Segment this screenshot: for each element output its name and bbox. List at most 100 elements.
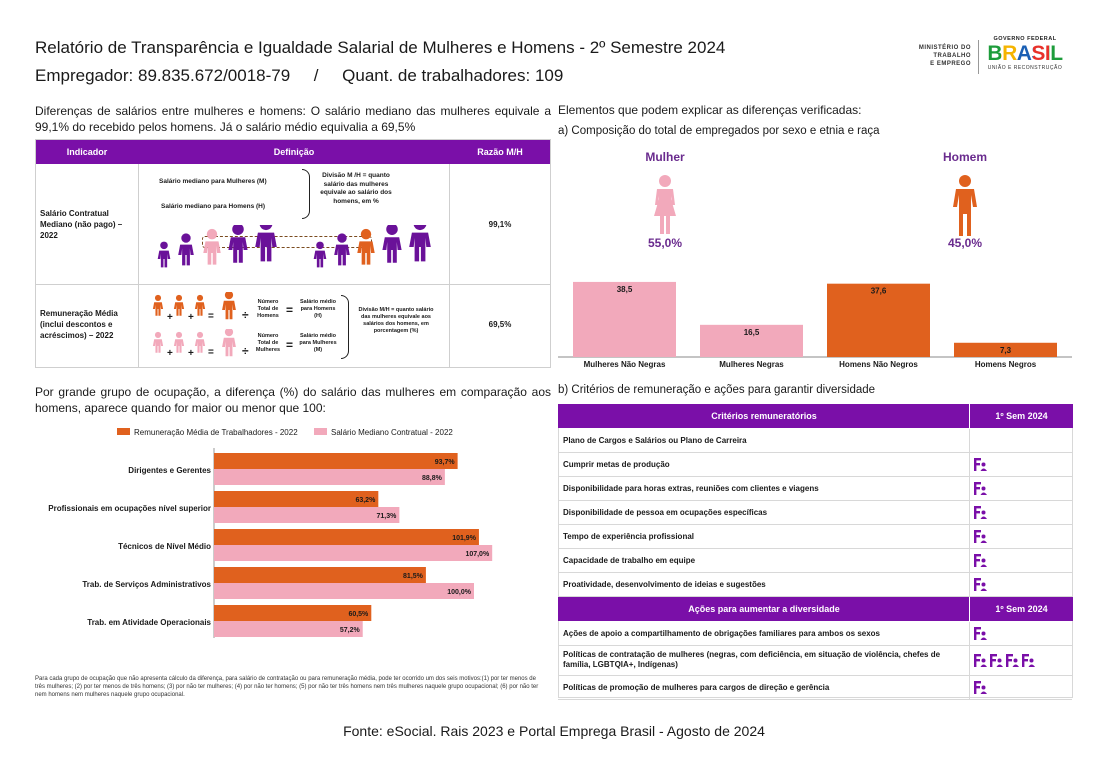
person-check-icon: [990, 654, 1003, 667]
occupation-category-tecnicos-de-nivel-medio: Técnicos de Nível Médio: [118, 542, 211, 551]
gov-logo-label: GOVERNO FEDERAL: [993, 36, 1057, 42]
woman-label: Mulher: [645, 150, 685, 164]
occupation-bar-profissionais-em-ocupacoes-nivel-superior-remuneracao: [214, 491, 379, 507]
occupation-category-trab-de-servicos-administrativos: Trab. de Serviços Administrativos: [82, 580, 211, 589]
criteria-icons: [974, 530, 988, 543]
gov-logo: GOVERNO FEDERAL BRASIL UNIÃO E RECONSTRU…: [985, 36, 1065, 71]
occupation-bar-dirigentes-e-gerentes-remuneracao: [214, 453, 458, 469]
header-indicator: Indicador: [66, 147, 108, 157]
occupation-bar-tecnicos-de-nivel-medio-salario: [214, 545, 493, 561]
indicator-table: Indicador Definição Razão M/H Salário Co…: [35, 139, 551, 368]
criteria-label: Proatividade, desenvolvimento de ideias …: [563, 580, 766, 589]
actions-header-label: Ações para aumentar a diversidade: [688, 604, 840, 614]
man-icon: [953, 175, 977, 236]
criteria-cell-divider: [969, 453, 970, 477]
composition-category-homens-negros: Homens Negros: [975, 360, 1037, 369]
composition-value-mulheres-negras: 16,5: [744, 328, 760, 337]
row2-indicator: Remuneração Média (inclui descontos e ac…: [40, 309, 118, 340]
legend-label-salario-mediano-contratual-2022: Salário Mediano Contratual - 2022: [331, 428, 453, 437]
brasil-logo-text: BRASIL: [985, 42, 1065, 65]
row2-men-formula-icons: [152, 292, 236, 320]
person-check-icon: [974, 482, 987, 495]
composition-bar-homens-nao-negros: [827, 283, 930, 357]
person-check-icon: [974, 654, 987, 667]
man-label: Homem: [942, 150, 987, 164]
action-cell-divider: [969, 646, 970, 676]
composition-value-mulheres-nao-negras: 38,5: [617, 285, 633, 294]
occupation-bar-trab-em-atividade-operacionais-salario: [214, 621, 363, 637]
person-check-icon: [974, 627, 987, 640]
action-label: Políticas de promoção de mulheres para c…: [563, 683, 830, 692]
row1-def-men: Salário mediano para Homens (H): [161, 203, 266, 210]
action-icons: [974, 627, 988, 640]
criteria-header-divider: [969, 404, 970, 428]
criteria-header: [558, 404, 1073, 428]
occupation-category-profissionais-em-ocupacoes-nivel-superior: Profissionais em ocupações nível superio…: [48, 504, 211, 513]
action-label: Políticas de contratação de mulheres (ne…: [563, 650, 941, 669]
action-icons: [974, 654, 1036, 667]
criteria-header-col: 1º Sem 2024: [995, 411, 1048, 421]
composition-bar-mulheres-negras: [700, 324, 803, 357]
criteria-row: Cumprir metas de produção: [558, 453, 1072, 477]
action-row: Políticas de contratação de mulheres (ne…: [558, 646, 1072, 676]
occupation-value-tecnicos-de-nivel-medio-salario: 107,0%: [465, 551, 490, 558]
occupation-footnote: Para cada grupo de ocupação que não apre…: [35, 676, 539, 698]
logo-divider: [978, 40, 979, 74]
composition-bar-homens-negros: [954, 342, 1057, 357]
person-check-icon: [974, 506, 987, 519]
action-row: Ações de apoio a compartilhamento de obr…: [558, 622, 1072, 646]
legend-swatch-salario-mediano-contratual-2022: [314, 428, 327, 435]
ministry-line-1: MINISTÉRIO DO: [918, 45, 971, 51]
occupation-value-profissionais-em-ocupacoes-nivel-superior-salario: 71,3%: [377, 513, 398, 520]
table-row-divider: [36, 284, 550, 285]
row2-div-2: ÷: [242, 344, 249, 358]
row2-men-total: Número Total de Homens: [257, 299, 279, 319]
criteria-icons: [974, 458, 988, 471]
header-ratio: Razão M/H: [477, 147, 523, 157]
row2-ratio: 69,5%: [488, 320, 512, 329]
criteria-row: Tempo de experiência profissional: [558, 525, 1072, 549]
row2-plus-4: +: [188, 348, 194, 359]
criteria-row: Capacidade de trabalho em equipe: [558, 549, 1072, 573]
criteria-label: Capacidade de trabalho em equipe: [563, 556, 696, 565]
occupation-bar-dirigentes-e-gerentes-salario: [214, 469, 445, 485]
ministry-line-2: TRABALHO: [933, 53, 971, 59]
row1-def-division: Divisão M /H = quanto salário das mulher…: [320, 172, 392, 205]
row2-plus-1: +: [167, 312, 173, 323]
action-icons: [974, 681, 988, 694]
criteria-icons: [974, 506, 988, 519]
person-check-icon: [1022, 654, 1035, 667]
criteria-cell-divider: [969, 429, 970, 453]
criteria-label: Disponibilidade para horas extras, reuni…: [563, 484, 819, 493]
occupation-bar-trab-de-servicos-administrativos-salario: [214, 583, 474, 599]
criteria-row: Plano de Cargos e Salários ou Plano de C…: [558, 429, 1072, 453]
action-cell-divider: [969, 622, 970, 646]
person-check-icon: [974, 530, 987, 543]
row2-eq-4: =: [286, 338, 294, 352]
legend-label-remuneracao-media-de-trabalhadores-2022: Remuneração Média de Trabalhadores - 202…: [134, 428, 298, 437]
criteria-icons: [974, 578, 988, 591]
occupation-value-trab-de-servicos-administrativos-remuneracao: 81,5%: [403, 573, 424, 580]
occupation-bar-profissionais-em-ocupacoes-nivel-superior-salario: [214, 507, 400, 523]
criteria-row: Proatividade, desenvolvimento de ideias …: [558, 573, 1072, 597]
row1-ratio: 99,1%: [488, 220, 512, 229]
criteria-label: Disponibilidade de pessoa em ocupações e…: [563, 508, 768, 517]
occupation-value-trab-em-atividade-operacionais-remuneracao: 60,5%: [348, 611, 369, 618]
criteria-cell-divider: [969, 549, 970, 573]
criteria-header-label: Critérios remuneratórios: [711, 411, 817, 421]
gov-slogan: UNIÃO E RECONSTRUÇÃO: [987, 65, 1063, 71]
row2-brace: [341, 295, 349, 359]
occupation-bar-tecnicos-de-nivel-medio-remuneracao: [214, 529, 479, 545]
row2-def-division: Divisão M/H = quanto salário das mulhere…: [358, 307, 434, 334]
person-check-icon: [1006, 654, 1019, 667]
woman-icon: [654, 175, 676, 234]
row2-plus-3: +: [167, 348, 173, 359]
actions-header-col: 1º Sem 2024: [995, 604, 1048, 614]
table-col-divider-2: [449, 164, 450, 368]
action-row: Políticas de promoção de mulheres para c…: [558, 676, 1072, 700]
intro-text: Diferenças de salários entre mulheres e …: [35, 104, 551, 134]
ministry-line-3: E EMPREGO: [930, 61, 971, 67]
occupation-value-dirigentes-e-gerentes-salario: 88,8%: [422, 475, 443, 482]
row2-div-1: ÷: [242, 308, 249, 322]
action-cell-divider: [969, 676, 970, 700]
